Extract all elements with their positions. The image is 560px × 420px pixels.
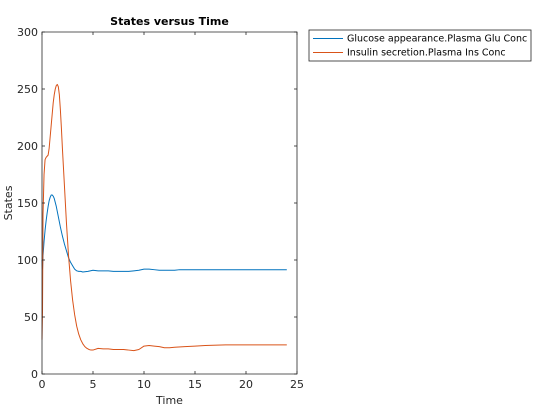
x-tick-label: 5 [90,378,97,391]
x-tick-label: 15 [188,378,202,391]
y-tick-label: 300 [17,26,38,39]
plot-area: 0 5 10 15 20 25 0 50 100 150 200 250 300 [17,26,304,391]
x-tick-label: 10 [137,378,151,391]
chart-title: States versus Time [110,15,229,28]
x-tick-label: 20 [239,378,253,391]
x-tick-label: 0 [39,378,46,391]
series-line-insulin [41,83,287,352]
axes-background [42,32,297,374]
series-line-glucose [41,194,287,273]
series-layer [41,83,287,352]
x-axis-label: Time [155,394,183,407]
legend-label-glucose: Glucose appearance.Plasma Glu Conc [347,34,527,45]
y-tick-label: 150 [17,197,38,210]
y-ticks: 0 50 100 150 200 250 300 [17,26,297,381]
y-tick-label: 100 [17,254,38,267]
y-tick-label: 200 [17,140,38,153]
x-tick-label: 25 [290,378,304,391]
y-tick-label: 250 [17,83,38,96]
y-tick-label: 50 [24,311,38,324]
y-tick-label: 0 [31,368,38,381]
legend-box [308,29,532,62]
x-ticks: 0 5 10 15 20 25 [39,32,304,391]
legend: Glucose appearance.Plasma Glu Conc Insul… [308,29,532,62]
y-axis-label: States [2,185,15,220]
legend-label-insulin: Insulin secretion.Plasma Ins Conc [347,48,506,59]
